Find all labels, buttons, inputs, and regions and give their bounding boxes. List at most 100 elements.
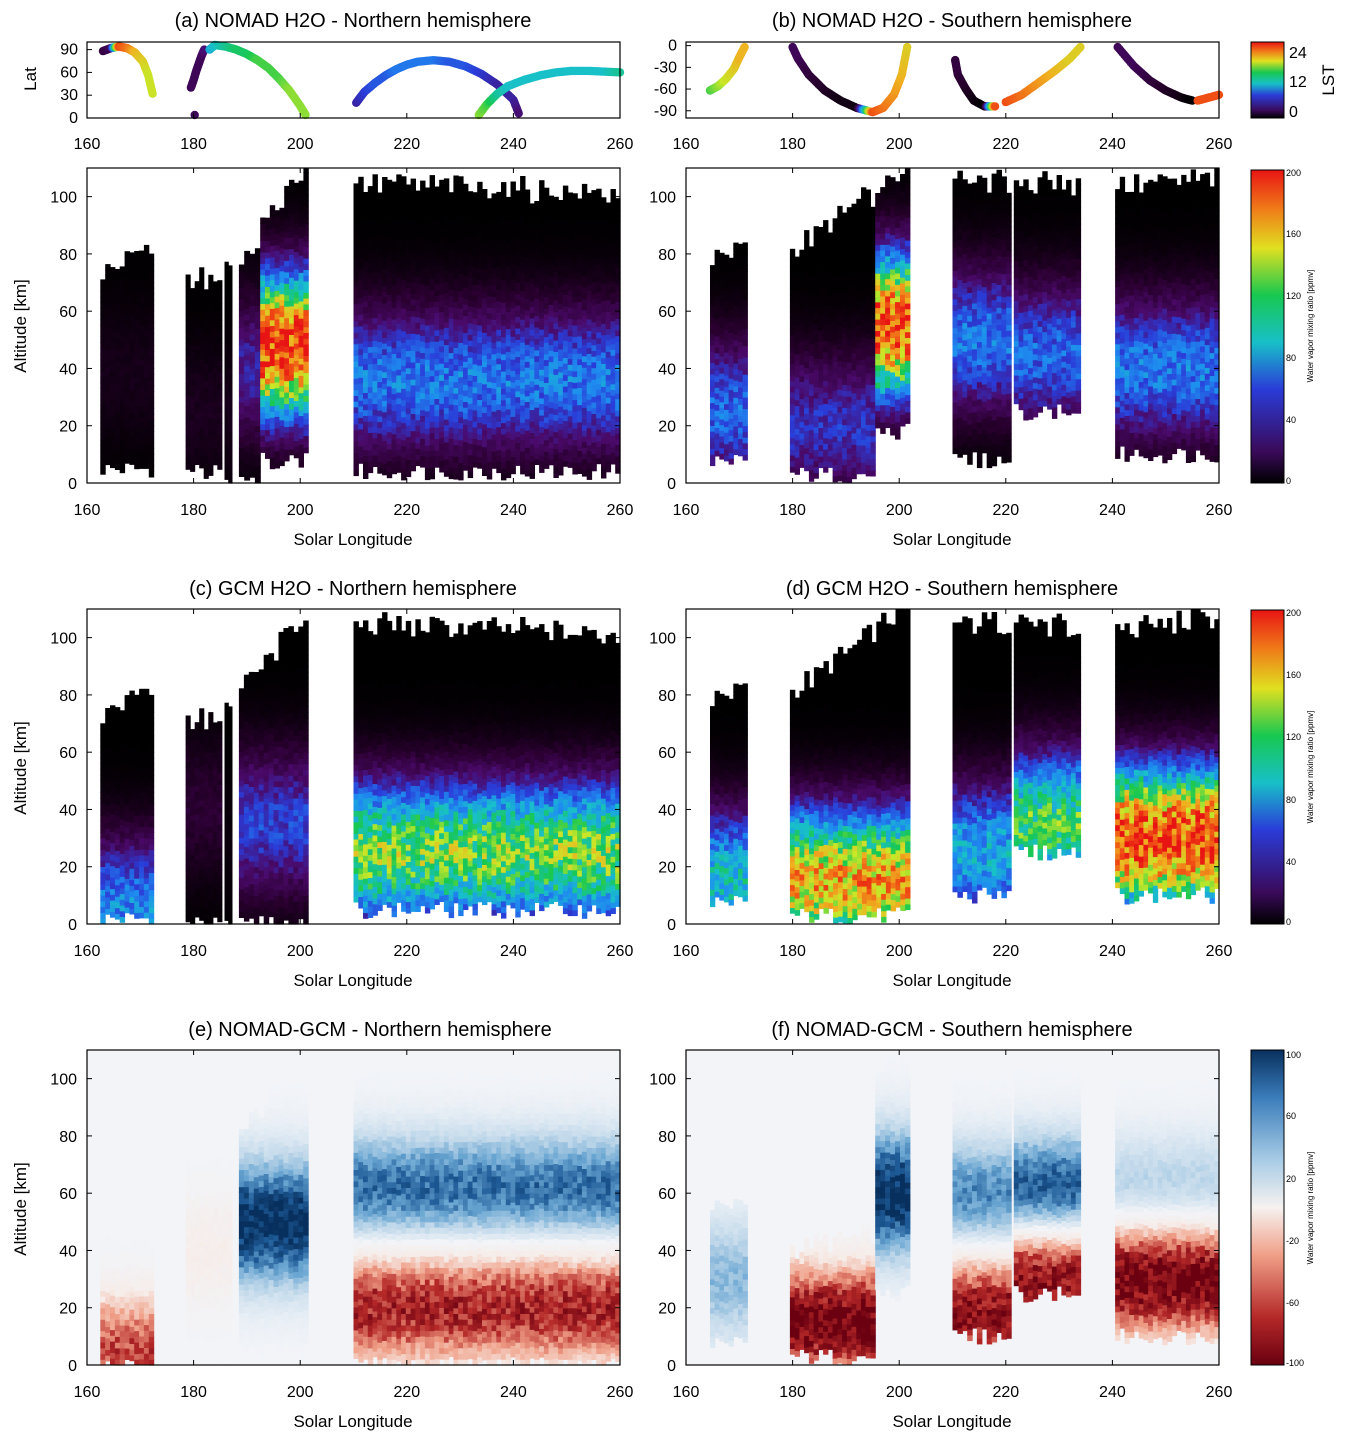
profile-cell — [396, 369, 402, 376]
profile-cell — [377, 410, 383, 417]
profile-cell — [114, 440, 121, 448]
profile-cell — [134, 314, 140, 321]
profile-cell — [244, 262, 251, 269]
profile-cell — [586, 347, 593, 354]
profile-cell — [124, 405, 130, 413]
profile-cell — [496, 375, 502, 382]
profile-cell — [586, 462, 593, 469]
profile-cell — [377, 324, 383, 331]
profile-cell — [405, 470, 412, 478]
profile-cell — [110, 381, 116, 388]
profile-cell — [534, 344, 540, 351]
profile-cell — [472, 449, 478, 457]
profile-cell — [260, 223, 266, 230]
profile-cell — [558, 228, 564, 235]
profile-cell — [284, 363, 290, 370]
profile-cell — [105, 338, 111, 345]
profile-cell — [185, 297, 191, 304]
profile-cell — [358, 262, 364, 269]
profile-cell — [486, 301, 493, 308]
profile-cell — [254, 299, 261, 306]
profile-cell — [605, 242, 612, 249]
profile-cell — [553, 351, 559, 358]
profile-cell — [260, 280, 266, 287]
profile-cell — [567, 404, 574, 411]
profile-cell — [363, 438, 369, 445]
lat-axis-label: Lat — [21, 67, 40, 91]
profile-cell — [372, 449, 378, 456]
profile-cell — [429, 198, 435, 205]
profile-cell — [596, 406, 602, 413]
profile-cell — [199, 313, 205, 320]
profile-cell — [520, 193, 526, 200]
profile-cell — [581, 258, 588, 265]
profile-cell — [269, 348, 276, 355]
profile-cell — [448, 341, 455, 348]
profile-cell — [114, 309, 121, 316]
profile-cell — [358, 451, 364, 458]
profile-cell — [386, 368, 393, 376]
profile-cell — [143, 388, 150, 395]
profile-cell — [482, 383, 488, 391]
profile-cell — [244, 457, 251, 464]
profile-cell — [505, 265, 512, 272]
profile-cell — [367, 449, 374, 456]
profile-cell — [353, 469, 359, 477]
profile-cell — [372, 437, 378, 445]
profile-cell — [244, 313, 251, 321]
diff-colorbar — [1250, 1049, 1285, 1366]
profile-cell — [358, 337, 364, 344]
profile-cell — [448, 266, 455, 273]
profile-cell — [303, 269, 309, 276]
profile-cell — [265, 360, 271, 368]
profile-cell — [212, 350, 218, 357]
profile-cell — [212, 321, 218, 328]
profile-cell — [596, 360, 602, 367]
profile-cell — [567, 410, 574, 417]
profile-cell — [605, 214, 612, 221]
profile-cell — [591, 367, 597, 374]
profile-cell — [558, 412, 564, 419]
profile-cell — [496, 295, 502, 302]
profile-cell — [391, 370, 397, 377]
profile-cell — [410, 344, 416, 351]
profile-cell — [143, 393, 150, 401]
profile-cell — [477, 262, 483, 269]
profile-cell — [303, 189, 309, 196]
profile-cell — [443, 293, 450, 300]
profile-cell — [367, 438, 374, 445]
profile-cell — [289, 242, 295, 250]
profile-cell — [539, 203, 545, 210]
profile-cell — [372, 392, 378, 399]
profile-cell — [472, 444, 478, 451]
profile-cell — [472, 364, 478, 371]
profile-cell — [105, 395, 111, 403]
profile-cell — [415, 219, 421, 226]
profile-cell — [260, 332, 266, 339]
profile-cell — [534, 264, 540, 271]
profile-cell — [529, 203, 535, 210]
profile-cell — [260, 314, 266, 322]
profile-cell — [515, 230, 521, 237]
profile-cell — [534, 349, 540, 357]
profile-cell — [372, 185, 378, 193]
profile-cell — [415, 190, 421, 197]
profile-cell — [472, 232, 478, 239]
profile-cell — [367, 232, 374, 239]
profile-cell — [269, 405, 276, 412]
profile-cell — [443, 281, 450, 288]
profile-cell — [391, 376, 397, 383]
profile-cell — [274, 267, 280, 274]
profile-cell — [363, 398, 369, 405]
profile-cell — [524, 252, 531, 259]
profile-cell — [524, 292, 531, 299]
profile-cell — [396, 248, 402, 256]
profile-cell — [208, 303, 214, 310]
profile-cell — [543, 411, 550, 418]
profile-cell — [139, 342, 145, 349]
profile-cell — [260, 326, 266, 333]
profile-cell — [353, 183, 359, 190]
profile-cell — [289, 197, 295, 204]
panel-c-title: (c) GCM H2O - Northern hemisphere — [189, 578, 517, 600]
profile-cell — [269, 428, 276, 435]
